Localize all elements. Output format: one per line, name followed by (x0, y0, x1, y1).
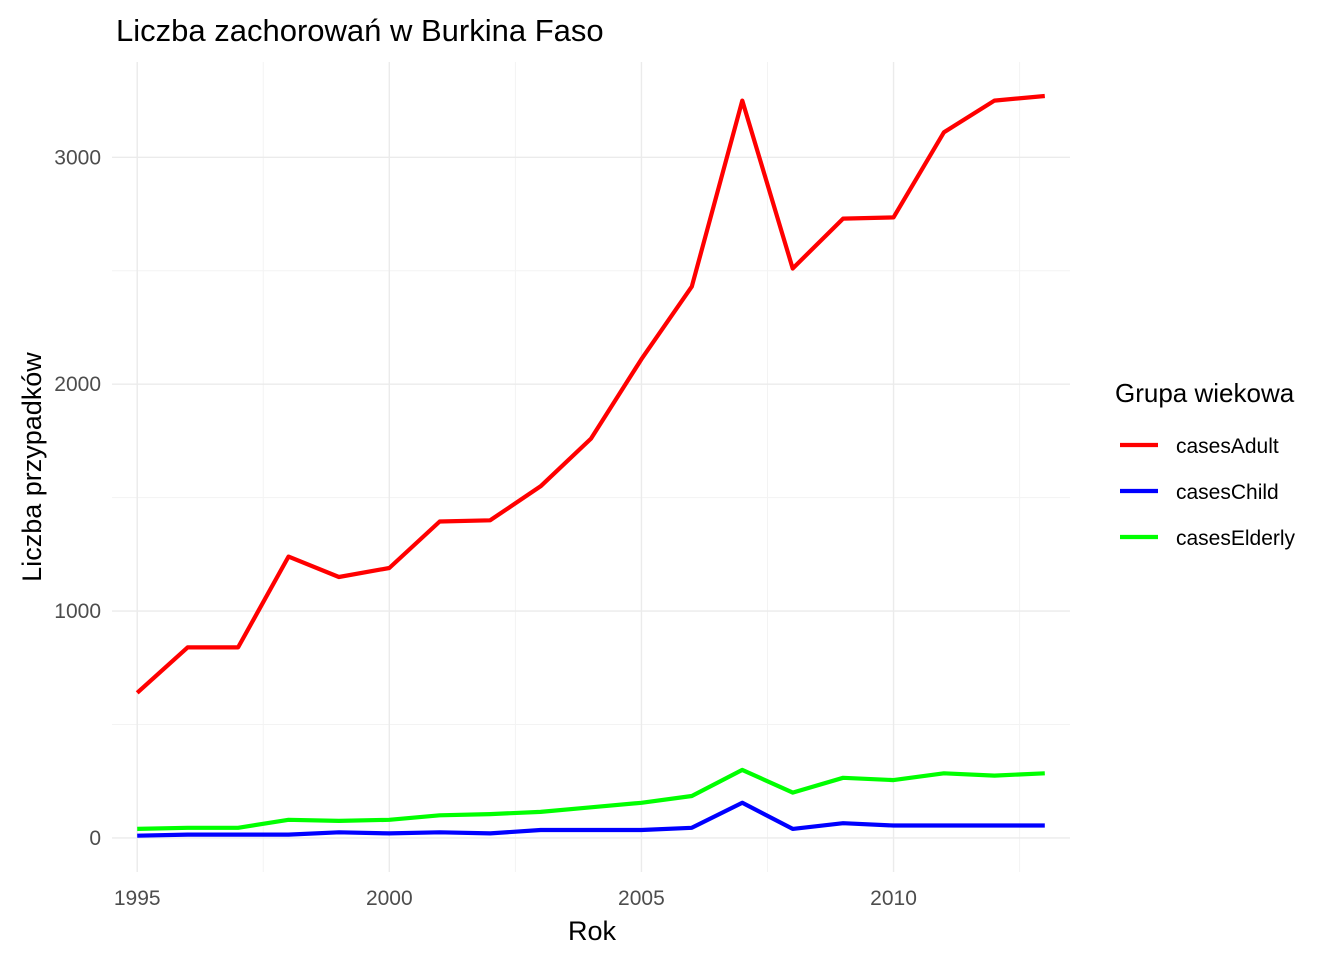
series-line-casesAdult (135, 93, 1045, 695)
grid (112, 62, 1070, 872)
y-axis-title: Liczba przypadków (17, 352, 47, 582)
y-axis-ticks: 0 1000 2000 3000 (54, 146, 101, 850)
x-tick-label: 2010 (870, 887, 917, 910)
legend: Grupa wiekowa casesAdult casesChild casesE… (1115, 378, 1296, 550)
x-axis-title: Rok (568, 916, 617, 946)
chart-title: Liczba zachorowań w Burkina Faso (116, 13, 604, 48)
series-lines (135, 93, 1045, 838)
legend-label-casesAdult: casesAdult (1176, 435, 1279, 458)
legend-label-casesElderly: casesElderly (1176, 527, 1296, 550)
legend-label-casesChild: casesChild (1176, 481, 1279, 504)
series-line-casesElderly (137, 767, 1045, 831)
x-tick-label: 1995 (114, 887, 161, 910)
x-axis-ticks: 1995 2000 2005 2010 (114, 887, 917, 910)
y-tick-label: 0 (89, 827, 101, 850)
y-tick-label: 1000 (54, 600, 101, 623)
y-tick-label: 3000 (54, 146, 101, 169)
x-tick-label: 2005 (618, 887, 665, 910)
series-line-casesChild (137, 800, 1045, 838)
y-tick-label: 2000 (54, 373, 101, 396)
legend-title: Grupa wiekowa (1115, 378, 1295, 408)
x-tick-label: 2000 (366, 887, 413, 910)
